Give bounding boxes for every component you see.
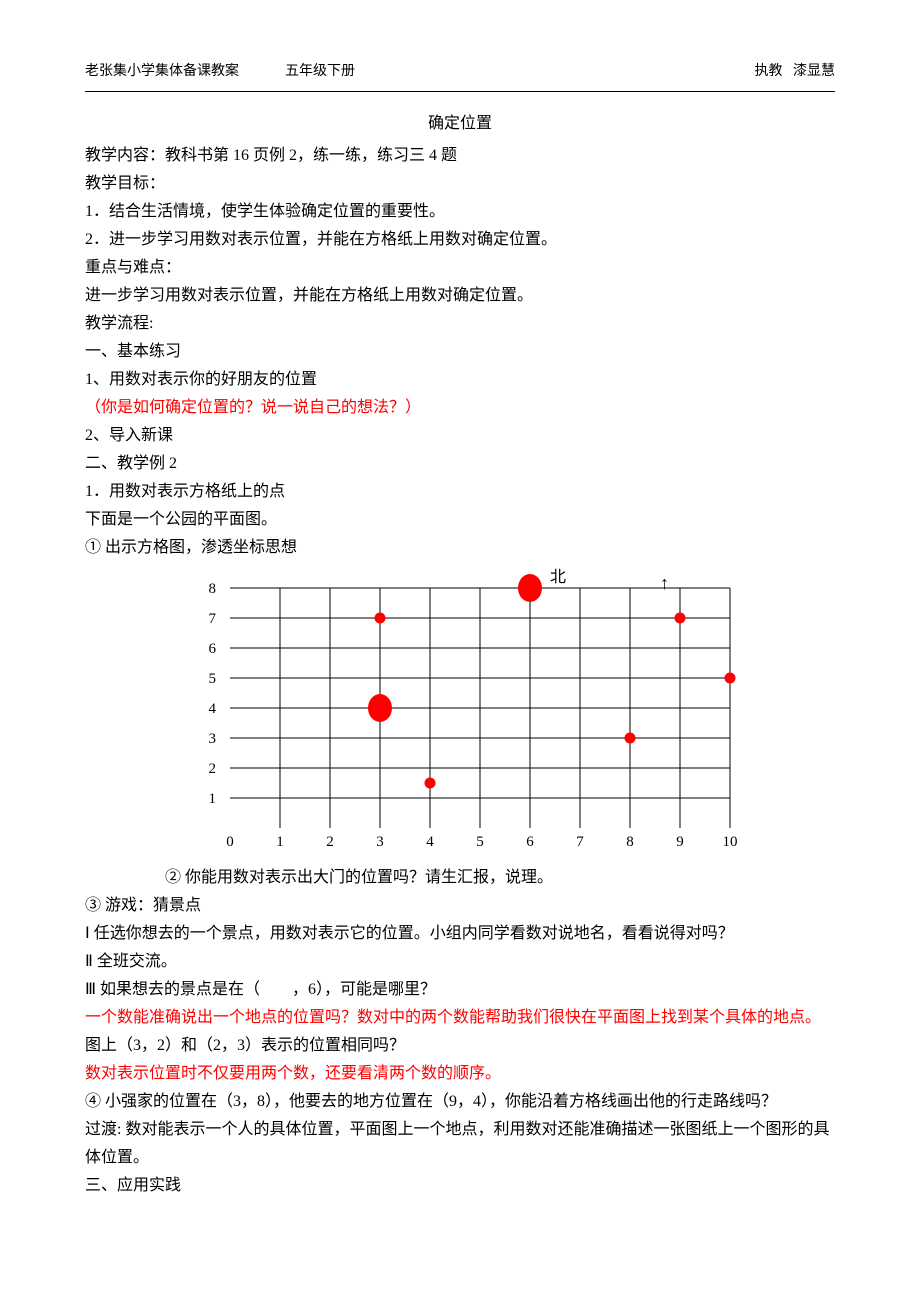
- body-line: 2、导入新课: [85, 422, 835, 450]
- body-line: 图上（3，2）和（2，3）表示的位置相同吗？: [85, 1032, 835, 1060]
- body-line: Ⅰ 任选你想去的一个景点，用数对表示它的位置。小组内同学看数对说地名，看看说得对…: [85, 920, 835, 948]
- document-page: 老张集小学集体备课教案 五年级下册 执教 漆显慧 确定位置 教学内容：教科书第 …: [0, 0, 920, 1240]
- svg-text:8: 8: [626, 834, 634, 850]
- svg-text:2: 2: [326, 834, 334, 850]
- svg-text:7: 7: [576, 834, 584, 850]
- body-line: 教学流程:: [85, 310, 835, 338]
- svg-text:1: 1: [209, 791, 217, 807]
- grid-chart: 0 1 2 3 4 5 6 7 8 9 10 1 2 3 4 5 6 7 8: [180, 568, 740, 858]
- svg-text:5: 5: [476, 834, 484, 850]
- body-line: 教学目标：: [85, 170, 835, 198]
- body-line-red: （你是如何确定位置的？说一说自己的想法？）: [85, 394, 835, 422]
- svg-text:3: 3: [209, 731, 217, 747]
- body-line: Ⅲ 如果想去的景点是在（ ，6），可能是哪里？: [85, 976, 835, 1004]
- body-line: 进一步学习用数对表示位置，并能在方格纸上用数对确定位置。: [85, 282, 835, 310]
- svg-text:4: 4: [426, 834, 434, 850]
- teacher-name: 漆显慧: [793, 64, 835, 79]
- grade-name: 五年级下册: [285, 60, 355, 85]
- page-header: 老张集小学集体备课教案 五年级下册 执教 漆显慧: [85, 60, 835, 92]
- body-line: 下面是一个公园的平面图。: [85, 506, 835, 534]
- svg-text:0: 0: [226, 834, 234, 850]
- svg-text:2: 2: [209, 761, 217, 777]
- svg-text:10: 10: [723, 834, 738, 850]
- header-left: 老张集小学集体备课教案 五年级下册: [85, 60, 355, 85]
- svg-text:9: 9: [676, 834, 684, 850]
- header-right: 执教 漆显慧: [755, 60, 836, 85]
- body-line: 三、应用实践: [85, 1172, 835, 1200]
- svg-text:7: 7: [209, 611, 217, 627]
- body-line: ③ 游戏：猜景点: [85, 892, 835, 920]
- body-line: 教学内容：教科书第 16 页例 2，练一练，练习三 4 题: [85, 142, 835, 170]
- svg-text:6: 6: [209, 641, 217, 657]
- svg-text:4: 4: [209, 701, 217, 717]
- body-line-red: 一个数能准确说出一个地点的位置吗？数对中的两个数能帮助我们很快在平面图上找到某个…: [85, 1004, 835, 1032]
- body-line: 2．进一步学习用数对表示位置，并能在方格纸上用数对确定位置。: [85, 226, 835, 254]
- svg-text:6: 6: [526, 834, 534, 850]
- body-line: 一、基本练习: [85, 338, 835, 366]
- body-line: 1．用数对表示方格纸上的点: [85, 478, 835, 506]
- body-line: Ⅱ 全班交流。: [85, 948, 835, 976]
- body-line: 重点与难点：: [85, 254, 835, 282]
- body-line: 二、教学例 2: [85, 450, 835, 478]
- body-line: ④ 小强家的位置在（3，8），他要去的地方位置在（9，4），你能沿着方格线画出他…: [85, 1088, 835, 1116]
- body-line: 过渡: 数对能表示一个人的具体位置，平面图上一个地点，利用数对还能准确描述一张图…: [85, 1116, 835, 1172]
- body-line: 1、用数对表示你的好朋友的位置: [85, 366, 835, 394]
- body-line: ② 你能用数对表示出大门的位置吗？请生汇报，说理。: [165, 864, 835, 892]
- page-title: 确定位置: [85, 110, 835, 138]
- svg-text:8: 8: [209, 581, 217, 597]
- chart-outer: 北 ↑ 01234567891012345678: [180, 568, 740, 858]
- north-label: 北: [550, 564, 566, 592]
- svg-text:5: 5: [209, 671, 217, 687]
- body-line-red: 数对表示位置时不仅要用两个数，还要看清两个数的顺序。: [85, 1060, 835, 1088]
- school-name: 老张集小学集体备课教案: [85, 60, 239, 85]
- chart-container: 北 ↑ 01234567891012345678: [85, 568, 835, 858]
- svg-text:3: 3: [376, 834, 384, 850]
- svg-text:1: 1: [276, 834, 284, 850]
- body-line: ① 出示方格图，渗透坐标思想: [85, 534, 835, 562]
- teacher-label: 执教: [755, 64, 783, 79]
- north-arrow-icon: ↑: [660, 568, 669, 600]
- body-line: 1．结合生活情境，使学生体验确定位置的重要性。: [85, 198, 835, 226]
